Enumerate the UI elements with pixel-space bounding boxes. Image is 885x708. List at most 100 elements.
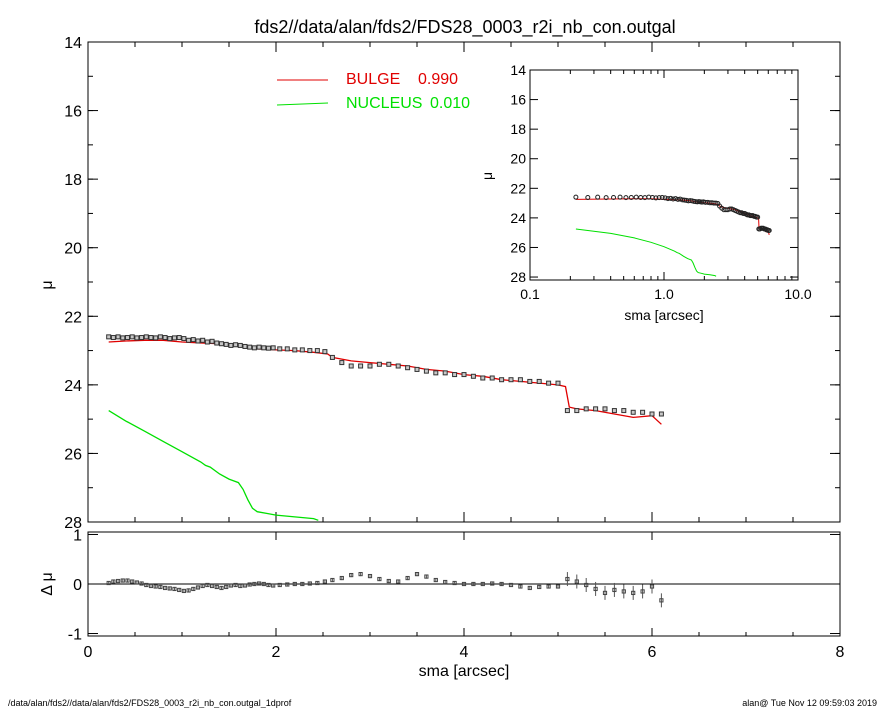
measured-point — [367, 363, 373, 369]
residual-point — [480, 581, 485, 587]
residual-point — [443, 579, 448, 585]
residual-point — [158, 584, 163, 590]
residual-point — [593, 586, 598, 592]
residual-point — [386, 578, 391, 584]
main-y-axis-label: μ — [39, 280, 56, 289]
inset-measured-point — [649, 194, 655, 200]
inset-series-bulge-line — [575, 198, 770, 236]
main-y-tick-label: 18 — [64, 172, 82, 189]
inset-measured-point — [766, 227, 772, 233]
residual-point — [377, 576, 382, 582]
measured-point — [143, 334, 149, 340]
footer-left: /data/alan/fds2//data/alan/fds2/FDS28_00… — [8, 698, 292, 708]
measured-point — [489, 375, 495, 381]
inset-y-tick-label: 28 — [510, 269, 526, 285]
residual-point — [649, 584, 655, 589]
residual-point — [574, 579, 579, 584]
measured-point — [251, 345, 257, 351]
residual-point — [433, 577, 438, 583]
measured-point — [214, 340, 220, 346]
measured-point — [348, 363, 354, 369]
measured-point — [508, 377, 514, 383]
main-y-tick-label: 16 — [64, 104, 82, 121]
residual-point — [111, 579, 116, 584]
legend-line-nucleus — [276, 102, 329, 106]
residual-point — [172, 586, 177, 592]
residual-point — [396, 579, 401, 584]
inset-series-nucleus-line — [575, 228, 717, 277]
measured-point — [640, 409, 646, 415]
main-y-tick-label: 20 — [64, 241, 82, 258]
residual-point — [261, 581, 266, 587]
measured-point — [452, 372, 458, 378]
measured-point — [433, 370, 439, 376]
measured-point — [386, 361, 392, 367]
measured-point — [480, 375, 486, 381]
measured-point — [583, 406, 589, 412]
inset-measured-point — [623, 195, 629, 201]
measured-point — [630, 409, 636, 415]
residual-point — [266, 582, 271, 588]
measured-point — [223, 341, 229, 347]
residual-point — [555, 584, 561, 589]
residual-point — [405, 575, 410, 581]
main-y-tick-label: 28 — [64, 515, 82, 532]
inset-measured-point — [662, 195, 668, 201]
residual-point — [214, 584, 219, 590]
measured-point — [405, 365, 411, 371]
measured-point — [256, 344, 262, 350]
measured-point — [162, 335, 168, 341]
residual-point — [271, 583, 276, 588]
measured-point — [233, 342, 239, 348]
residual-point — [349, 572, 354, 578]
inset-measured-point — [585, 194, 591, 200]
residual-point — [508, 582, 514, 588]
residual-point — [367, 573, 373, 579]
main-y-tick-label: 24 — [64, 378, 82, 395]
measured-point — [292, 347, 298, 353]
measured-point — [139, 335, 145, 341]
inset-plot: 0.1 1.0 10.0 14 16 18 20 22 24 26 28 μ sma [arcsec… — [479, 62, 812, 323]
measured-point — [237, 342, 243, 348]
residual-point — [414, 571, 420, 577]
measured-point — [106, 334, 112, 340]
inset-measured-point — [653, 195, 659, 201]
measured-point — [564, 408, 570, 414]
residual-point — [285, 582, 290, 587]
inset-y-tick-label: 20 — [510, 151, 526, 167]
residual-point — [339, 575, 344, 581]
residual-point — [233, 582, 238, 588]
inset-x-axis-label: sma [arcsec] — [624, 307, 703, 323]
measured-point — [339, 360, 345, 366]
main-y-tick-label: 22 — [64, 309, 82, 326]
measured-point — [376, 361, 382, 367]
residual-plot: 1 0 -1 Δ μ — [39, 527, 841, 644]
residual-point — [631, 590, 636, 596]
measured-point — [148, 335, 154, 341]
inset-measured-point — [659, 194, 665, 200]
measured-point — [536, 378, 542, 384]
measured-point — [171, 335, 177, 341]
measured-point — [423, 368, 429, 374]
residual-point — [148, 583, 154, 589]
inset-y-tick-label: 14 — [510, 62, 526, 78]
residual-point — [612, 587, 617, 593]
measured-point — [190, 337, 196, 343]
residual-point — [277, 582, 282, 588]
measured-point — [499, 377, 505, 383]
series-nucleus-line — [108, 410, 319, 521]
residual-point — [191, 586, 196, 592]
inset-measured-point — [737, 210, 743, 216]
measured-point — [517, 377, 523, 383]
residual-point — [186, 588, 191, 593]
residual-point — [247, 582, 252, 587]
inset-y-tick-label: 24 — [510, 210, 526, 226]
measured-point — [195, 338, 201, 344]
measured-point — [299, 347, 305, 353]
residual-point — [300, 581, 305, 587]
inset-measured-point — [611, 194, 617, 200]
residual-point — [527, 585, 532, 591]
measured-point — [228, 342, 234, 348]
measured-point — [414, 366, 420, 372]
residual-point — [546, 584, 551, 589]
